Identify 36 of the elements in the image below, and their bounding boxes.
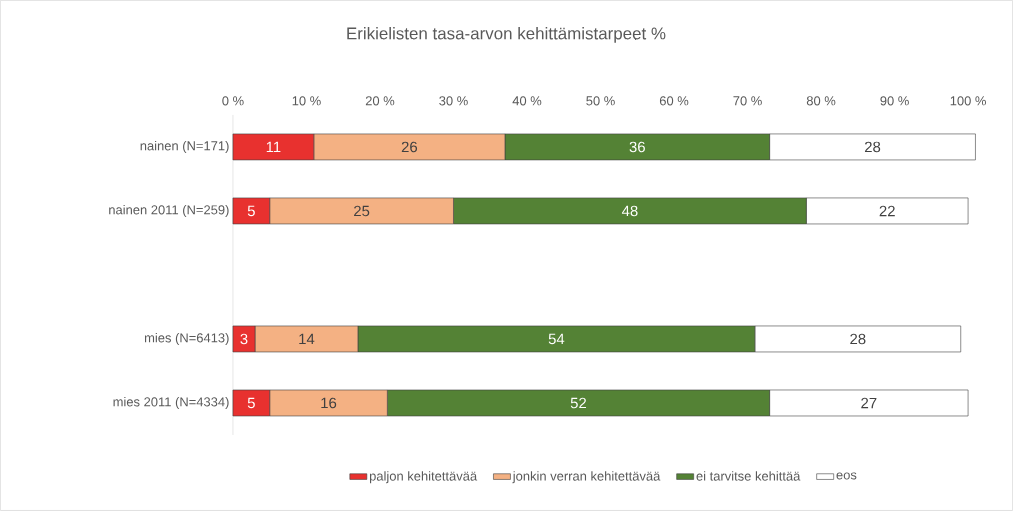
x-tick-label: 80 %	[806, 96, 836, 106]
data-label: 36	[629, 141, 645, 153]
data-label: 5	[247, 397, 255, 409]
data-label: 22	[879, 205, 895, 217]
y-tick-label: nainen (N=171)	[140, 140, 229, 154]
legend-label: paljon kehitettävää	[369, 471, 478, 484]
data-label: 48	[621, 205, 638, 217]
x-tick-label: 20 %	[365, 96, 395, 106]
x-tick-label: 90 %	[880, 96, 909, 106]
y-tick-label: nainen 2011 (N=259)	[109, 204, 229, 218]
x-tick-label: 10 %	[292, 96, 321, 106]
data-label: 52	[570, 397, 587, 409]
data-label: 14	[299, 333, 315, 345]
x-tick-label: 0 %	[222, 96, 244, 106]
x-tick-label: 30 %	[439, 96, 468, 106]
data-label: 54	[548, 333, 565, 345]
data-label: 25	[354, 205, 370, 217]
legend-label: ei tarvitse kehittää	[696, 471, 801, 481]
data-label: 11	[266, 141, 281, 153]
data-label: 27	[861, 397, 877, 409]
legend-label: eos	[836, 472, 857, 480]
x-tick-label: 40 %	[512, 96, 542, 106]
x-tick-label: 100 %	[950, 96, 986, 106]
x-tick-label: 50 %	[586, 96, 615, 106]
y-tick-label: mies (N=6413)	[144, 332, 229, 346]
data-label: 28	[864, 141, 881, 153]
x-tick-label: 60 %	[659, 96, 689, 106]
data-label: 26	[401, 141, 418, 153]
data-label: 5	[247, 205, 255, 217]
chart-title: Erikielisten tasa-arvon kehittämistarpeet %	[347, 27, 666, 43]
y-tick-label: mies 2011 (N=4334)	[113, 396, 229, 410]
legend-label: jonkin verran kehitettävää	[512, 471, 661, 484]
data-label: 28	[850, 333, 866, 345]
x-tick-label: 70 %	[733, 96, 762, 106]
data-label: 3	[240, 333, 248, 345]
data-label: 16	[321, 397, 337, 409]
